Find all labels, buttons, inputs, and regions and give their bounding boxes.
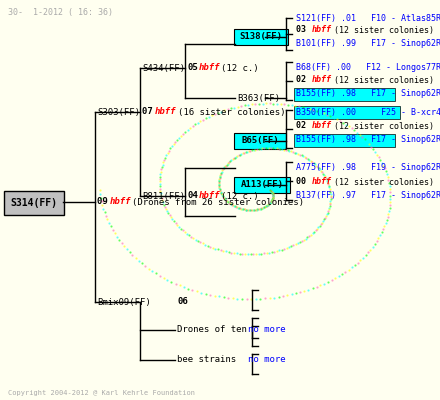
Text: 09: 09 — [97, 198, 113, 206]
Text: S314(FF): S314(FF) — [11, 198, 58, 208]
Text: hbff: hbff — [312, 76, 332, 84]
Text: (12 c.): (12 c.) — [221, 64, 259, 72]
Text: S121(FF) .01   F10 - Atlas85R: S121(FF) .01 F10 - Atlas85R — [296, 14, 440, 22]
Text: hbff: hbff — [199, 192, 220, 200]
Text: (16 sister colonies): (16 sister colonies) — [178, 108, 286, 116]
Text: B811(FF): B811(FF) — [142, 192, 185, 200]
Text: (12 c.): (12 c.) — [221, 192, 259, 200]
Text: hbff: hbff — [155, 108, 176, 116]
Text: (12 sister colonies): (12 sister colonies) — [334, 178, 434, 186]
Text: B363(FF): B363(FF) — [237, 94, 280, 102]
Text: A113(FF): A113(FF) — [241, 180, 283, 190]
Text: Copyright 2004-2012 @ Karl Kehrle Foundation: Copyright 2004-2012 @ Karl Kehrle Founda… — [8, 390, 195, 396]
Text: Drones of ten: Drones of ten — [177, 326, 247, 334]
Text: A775(FF) .98   F19 - Sinop62R: A775(FF) .98 F19 - Sinop62R — [296, 164, 440, 172]
Text: (12 sister colonies): (12 sister colonies) — [334, 76, 434, 84]
FancyBboxPatch shape — [234, 133, 286, 149]
Text: 03: 03 — [296, 26, 311, 34]
Text: hbff: hbff — [199, 64, 220, 72]
Text: hbff: hbff — [312, 178, 332, 186]
FancyBboxPatch shape — [234, 29, 288, 45]
Text: bee strains: bee strains — [177, 356, 236, 364]
Text: B155(FF) .98   F17 - Sinop62R: B155(FF) .98 F17 - Sinop62R — [296, 136, 440, 144]
Text: S303(FF): S303(FF) — [97, 108, 140, 116]
FancyBboxPatch shape — [293, 106, 400, 118]
Text: Bmix09(FF): Bmix09(FF) — [97, 298, 151, 306]
Text: hbff: hbff — [110, 198, 132, 206]
FancyBboxPatch shape — [293, 134, 395, 146]
Text: B68(FF) .00   F12 - Longos77R: B68(FF) .00 F12 - Longos77R — [296, 64, 440, 72]
Text: 30-  1-2012 ( 16: 36): 30- 1-2012 ( 16: 36) — [8, 8, 113, 17]
FancyBboxPatch shape — [234, 177, 290, 193]
Text: B155(FF) .98   F17 - Sinop62R: B155(FF) .98 F17 - Sinop62R — [296, 90, 440, 98]
Text: hbff: hbff — [312, 26, 332, 34]
Text: 07: 07 — [142, 108, 158, 116]
Text: B101(FF) .99   F17 - Sinop62R: B101(FF) .99 F17 - Sinop62R — [296, 40, 440, 48]
Text: (12 sister colonies): (12 sister colonies) — [334, 26, 434, 34]
Text: 02: 02 — [296, 122, 311, 130]
FancyBboxPatch shape — [4, 191, 64, 215]
FancyBboxPatch shape — [293, 88, 395, 100]
Text: no more: no more — [248, 326, 286, 334]
Text: 05: 05 — [187, 64, 198, 72]
Text: 06: 06 — [178, 298, 189, 306]
Text: hbff: hbff — [312, 122, 332, 130]
Text: B65(FF): B65(FF) — [241, 136, 279, 146]
Text: S434(FF): S434(FF) — [142, 64, 185, 72]
Text: S138(FF): S138(FF) — [239, 32, 282, 42]
Text: no more: no more — [248, 356, 286, 364]
Text: 00: 00 — [296, 178, 311, 186]
Text: 04: 04 — [187, 192, 198, 200]
Text: (Drones from 26 sister colonies): (Drones from 26 sister colonies) — [132, 198, 304, 206]
Text: B137(FF) .97   F17 - Sinop62R: B137(FF) .97 F17 - Sinop62R — [296, 192, 440, 200]
Text: 02: 02 — [296, 76, 311, 84]
Text: (12 sister colonies): (12 sister colonies) — [334, 122, 434, 130]
Text: B350(FF) .00     F25 - B-xcr43: B350(FF) .00 F25 - B-xcr43 — [296, 108, 440, 116]
